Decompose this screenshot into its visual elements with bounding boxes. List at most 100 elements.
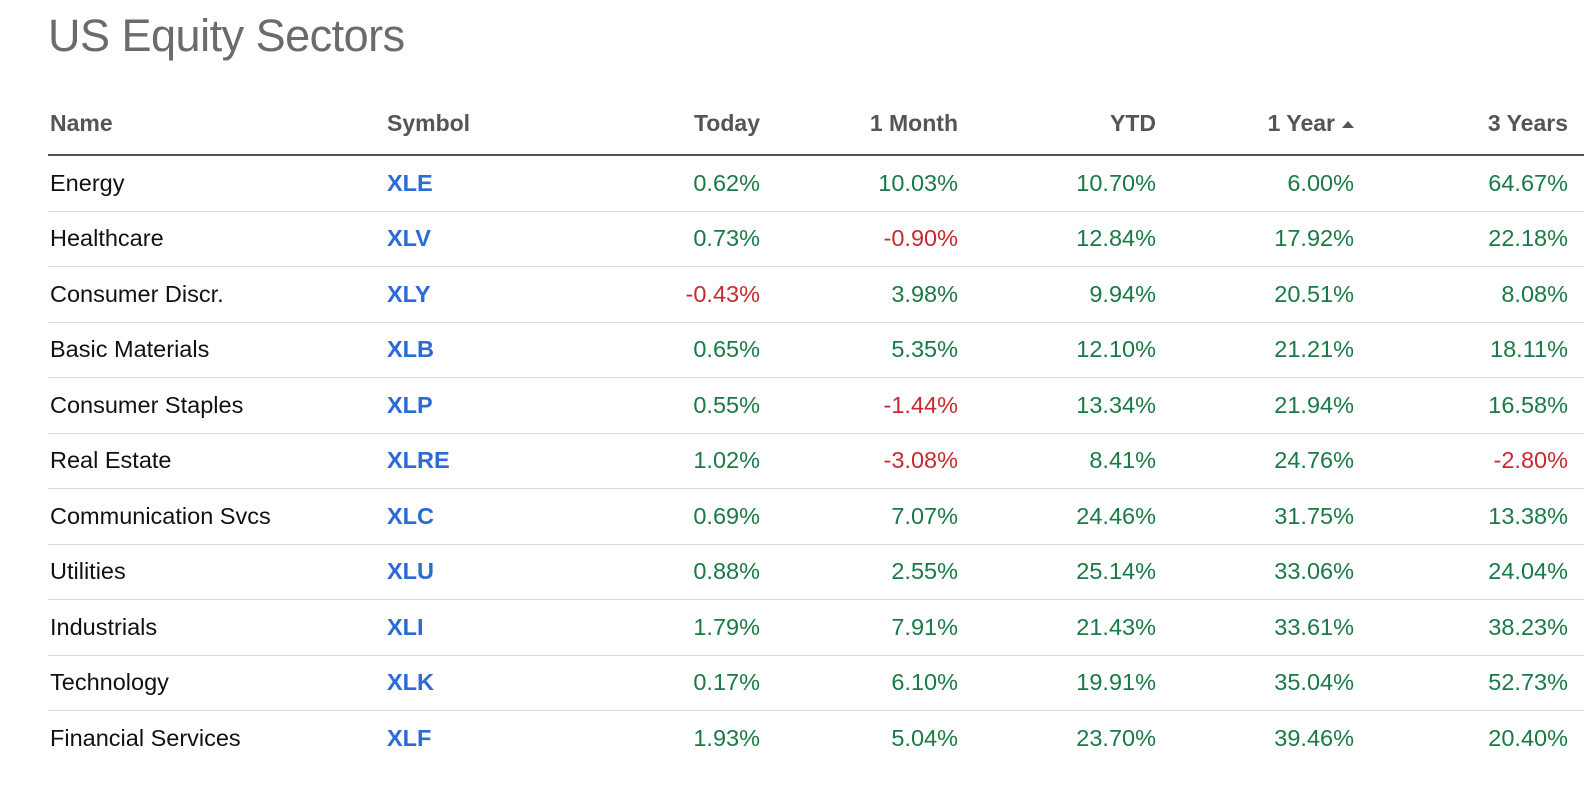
1-year-value: 31.75% xyxy=(1156,488,1354,545)
column-header-3-years[interactable]: 3 Years xyxy=(1354,92,1584,156)
symbol-link[interactable]: XLE xyxy=(387,169,433,196)
1-year-value: 21.94% xyxy=(1156,377,1354,434)
symbol-cell: XLF xyxy=(385,711,565,766)
1-month-value: -3.08% xyxy=(760,433,958,489)
column-header-symbol[interactable]: Symbol xyxy=(385,92,565,156)
ytd-value: 24.46% xyxy=(958,488,1156,545)
today-value: 0.65% xyxy=(565,322,760,378)
table-row: Energy XLE 0.62% 10.03% 10.70% 6.00% 64.67% xyxy=(48,155,1584,212)
1-month-value: -1.44% xyxy=(760,377,958,434)
today-value: 1.02% xyxy=(565,433,760,489)
today-value: 0.62% xyxy=(565,155,760,212)
sector-name: Consumer Staples xyxy=(48,377,385,434)
sector-name: Consumer Discr. xyxy=(48,266,385,323)
today-value: 0.17% xyxy=(565,655,760,711)
sort-ascending-icon xyxy=(1342,120,1354,128)
1-year-value: 33.06% xyxy=(1156,544,1354,600)
symbol-link[interactable]: XLV xyxy=(387,225,431,252)
1-year-value: 39.46% xyxy=(1274,724,1354,751)
table-row: Utilities XLU 0.88% 2.55% 25.14% 33.06% 24.04% xyxy=(48,544,1584,600)
column-header-name[interactable]: Name xyxy=(48,92,385,156)
symbol-cell: XLC xyxy=(385,488,565,545)
3-years-value: 20.40% xyxy=(1488,724,1568,751)
1-month-value: 2.55% xyxy=(760,544,958,600)
symbol-cell: XLK xyxy=(385,655,565,711)
sector-name: Real Estate xyxy=(48,433,385,489)
table-row: Consumer Staples XLP 0.55% -1.44% 13.34% 21.9… xyxy=(48,377,1584,434)
symbol-link[interactable]: XLI xyxy=(387,613,424,640)
symbol-cell: XLB xyxy=(385,322,565,378)
column-header-1-year-label: 1 Year xyxy=(1267,109,1335,136)
page-title: US Equity Sectors xyxy=(48,10,405,61)
today-value: -0.43% xyxy=(565,266,760,323)
3-years-value: 38.23% xyxy=(1354,599,1584,656)
sector-name: Energy xyxy=(48,155,385,212)
sector-table: Name Symbol Today 1 Month YTD 1 Year 3 Y… xyxy=(48,92,1584,766)
3-years-value: 64.67% xyxy=(1354,155,1584,212)
1-month-value: 10.03% xyxy=(760,155,958,212)
today-value: 0.55% xyxy=(565,377,760,434)
symbol-link[interactable]: XLF xyxy=(387,724,432,751)
symbol-cell: XLI xyxy=(385,599,565,656)
3-years-value: 8.08% xyxy=(1354,266,1584,323)
ytd-value: 19.91% xyxy=(958,655,1156,711)
1-month-value: 5.04% xyxy=(891,724,958,751)
column-header-ytd[interactable]: YTD xyxy=(958,92,1156,156)
1-year-value: 6.00% xyxy=(1156,155,1354,212)
1-month-value: 7.07% xyxy=(760,488,958,545)
symbol-link[interactable]: XLRE xyxy=(387,447,450,474)
symbol-cell: XLE xyxy=(385,155,565,212)
symbol-cell: XLP xyxy=(385,377,565,434)
ytd-value: 9.94% xyxy=(958,266,1156,323)
symbol-cell: XLU xyxy=(385,544,565,600)
table-row: Basic Materials XLB 0.65% 5.35% 12.10% 21.21%… xyxy=(48,322,1584,378)
table-row: Communication Svcs XLC 0.69% 7.07% 24.46% 31.… xyxy=(48,488,1584,545)
3-years-value: 18.11% xyxy=(1354,322,1584,378)
1-year-value: 24.76% xyxy=(1156,433,1354,489)
1-year-value: 21.21% xyxy=(1156,322,1354,378)
symbol-link[interactable]: XLU xyxy=(387,558,434,585)
table-row: Industrials XLI 1.79% 7.91% 21.43% 33.61% 38.2… xyxy=(48,599,1584,656)
symbol-link[interactable]: XLB xyxy=(387,336,434,363)
ytd-value: 12.10% xyxy=(958,322,1156,378)
symbol-cell: XLV xyxy=(385,211,565,267)
ytd-value: 8.41% xyxy=(958,433,1156,489)
sector-name: Technology xyxy=(48,655,385,711)
1-month-value: 3.98% xyxy=(760,266,958,323)
3-years-value: 52.73% xyxy=(1354,655,1584,711)
symbol-link[interactable]: XLP xyxy=(387,391,433,418)
sector-name: Healthcare xyxy=(48,211,385,267)
1-month-value: 7.91% xyxy=(760,599,958,656)
3-years-value: 13.38% xyxy=(1354,488,1584,545)
ytd-value: 12.84% xyxy=(958,211,1156,267)
column-header-today[interactable]: Today xyxy=(565,92,760,156)
symbol-cell: XLY xyxy=(385,266,565,323)
table-row: Real Estate XLRE 1.02% -3.08% 8.41% 24.76% -2.… xyxy=(48,433,1584,489)
today-value: 0.73% xyxy=(565,211,760,267)
sector-name: Communication Svcs xyxy=(48,488,385,545)
table-row: Financial Services XLF 1.93% 5.04% 23.70% 39.… xyxy=(48,711,1584,766)
sector-name: Financial Services xyxy=(50,724,241,751)
1-year-value: 35.04% xyxy=(1156,655,1354,711)
symbol-link[interactable]: XLY xyxy=(387,280,431,307)
today-value: 0.69% xyxy=(565,488,760,545)
symbol-link[interactable]: XLC xyxy=(387,502,434,529)
today-value: 1.93% xyxy=(693,724,760,751)
column-header-1-month[interactable]: 1 Month xyxy=(760,92,958,156)
sector-name: Industrials xyxy=(48,599,385,656)
1-month-value: 6.10% xyxy=(760,655,958,711)
symbol-link[interactable]: XLK xyxy=(387,669,434,696)
sector-name: Basic Materials xyxy=(48,322,385,378)
table-row: Healthcare XLV 0.73% -0.90% 12.84% 17.92% 22.1… xyxy=(48,211,1584,267)
ytd-value: 23.70% xyxy=(1076,724,1156,751)
3-years-value: 16.58% xyxy=(1354,377,1584,434)
ytd-value: 21.43% xyxy=(958,599,1156,656)
3-years-value: 22.18% xyxy=(1354,211,1584,267)
1-year-value: 20.51% xyxy=(1156,266,1354,323)
today-value: 1.79% xyxy=(565,599,760,656)
1-month-value: -0.90% xyxy=(760,211,958,267)
table-row: Consumer Discr. XLY -0.43% 3.98% 9.94% 20.51%… xyxy=(48,266,1584,323)
1-month-value: 5.35% xyxy=(760,322,958,378)
table-row: Technology XLK 0.17% 6.10% 19.91% 35.04% 52.73… xyxy=(48,655,1584,711)
column-header-1-year[interactable]: 1 Year xyxy=(1156,92,1354,156)
